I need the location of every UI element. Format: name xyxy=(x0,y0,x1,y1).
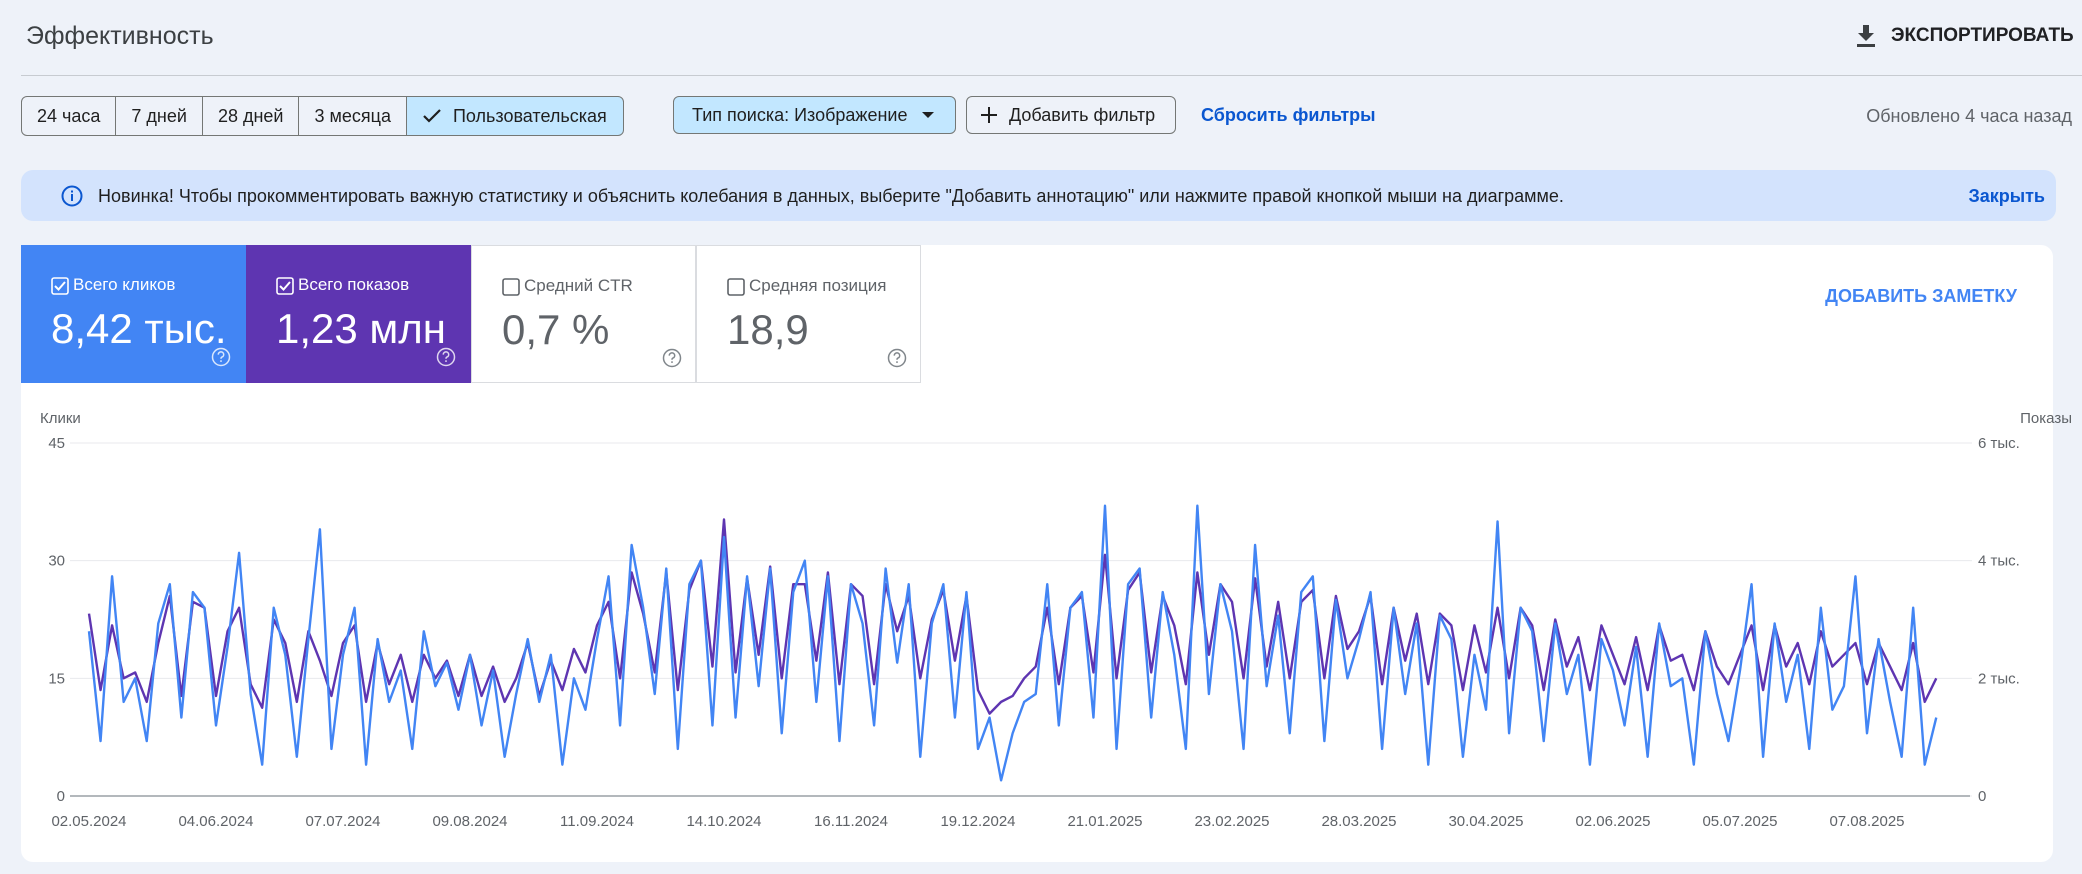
x-tick-label: 30.04.2025 xyxy=(1448,813,1523,830)
metric-tile[interactable]: Всего показов 1,23 млн xyxy=(246,245,471,383)
x-tick-label: 07.07.2024 xyxy=(305,813,380,830)
metric-tile[interactable]: Средняя позиция 18,9 xyxy=(696,245,921,383)
date-range-label: 24 часа xyxy=(37,105,101,126)
checkbox-box xyxy=(276,277,294,295)
checkbox-check xyxy=(54,281,66,291)
metric-value: 1,23 млн xyxy=(276,305,446,352)
x-tick-label: 28.03.2025 xyxy=(1321,813,1396,830)
search-type-filter[interactable]: Тип поиска: Изображение xyxy=(673,96,956,134)
y2-tick-label: 6 тыс. xyxy=(1978,435,2020,452)
help-mark xyxy=(893,352,901,360)
page-title: Эффективность xyxy=(26,22,214,50)
checkbox-box xyxy=(502,278,520,296)
x-tick-label: 07.08.2025 xyxy=(1829,813,1904,830)
metric-value: 18,9 xyxy=(727,306,809,353)
metric-value: 8,42 тыс. xyxy=(51,305,227,352)
metric-label: Всего кликов xyxy=(73,275,176,294)
metric-label: Средний CTR xyxy=(524,276,633,295)
y-tick-label: 45 xyxy=(48,435,65,452)
date-range-chip[interactable]: 28 дней xyxy=(201,96,300,136)
help-dot xyxy=(671,361,673,363)
y2-tick-label: 4 тыс. xyxy=(1978,553,2020,570)
help-mark xyxy=(668,352,676,360)
check-icon xyxy=(423,109,441,123)
export-label: ЭКСПОРТИРОВАТЬ xyxy=(1891,25,2074,46)
search-type-label: Тип поиска: Изображение xyxy=(692,104,908,125)
metric-label: Всего показов xyxy=(298,275,410,294)
metric-label: Средняя позиция xyxy=(749,276,887,295)
banner-text: Новинка! Чтобы прокомментировать важную … xyxy=(98,186,1564,206)
help-circle xyxy=(887,348,907,368)
x-tick-label: 04.06.2024 xyxy=(178,813,253,830)
date-range-label: 7 дней xyxy=(131,105,187,126)
y2-axis-title: Показы xyxy=(2020,410,2072,427)
add-note-button[interactable]: ДОБАВИТЬ ЗАМЕТКУ xyxy=(1825,286,2017,306)
chart: Клики Показы 0 15 30 45 0 2 тыс. 4 тыс. 6 тыс. 02.… xyxy=(40,410,2072,830)
checkbox xyxy=(502,278,520,296)
checkbox-check xyxy=(279,281,291,291)
date-range-label: 3 месяца xyxy=(314,105,391,126)
help-mark xyxy=(217,351,225,359)
info-banner xyxy=(21,170,2056,221)
y2-tick-label: 0 xyxy=(1978,788,1986,805)
x-tick-label: 05.07.2025 xyxy=(1702,813,1777,830)
dropdown-arrow xyxy=(921,112,934,118)
checkbox-box xyxy=(727,278,745,296)
add-filter-label: Добавить фильтр xyxy=(1009,104,1156,125)
divider xyxy=(21,75,2082,76)
metric-value: 0,7 % xyxy=(502,306,610,353)
date-range-chip[interactable]: 24 часа xyxy=(21,96,117,136)
help-dot xyxy=(445,360,447,362)
x-tick-label: 23.02.2025 xyxy=(1194,813,1269,830)
help-circle xyxy=(211,347,231,367)
checkbox xyxy=(51,277,69,295)
y-tick-label: 15 xyxy=(48,670,65,687)
metric-tile[interactable]: Всего кликов 8,42 тыс. xyxy=(21,245,246,383)
y-tick-label: 30 xyxy=(48,553,65,570)
y-axis-title: Клики xyxy=(40,410,81,427)
y-tick-label: 0 xyxy=(57,788,65,805)
check-path xyxy=(423,109,441,123)
metric-tile[interactable]: Средний CTR 0,7 % xyxy=(471,245,696,383)
checkbox-box xyxy=(51,277,69,295)
x-tick-label: 02.05.2024 xyxy=(51,813,126,830)
help-icon xyxy=(662,348,682,368)
help-icon xyxy=(211,347,231,367)
date-range-chip[interactable]: Пользовательская xyxy=(405,96,624,136)
info-icon xyxy=(61,185,83,207)
x-tick-label: 19.12.2024 xyxy=(940,813,1015,830)
help-icon xyxy=(887,348,907,368)
help-dot xyxy=(220,360,222,362)
x-tick-label: 11.09.2024 xyxy=(560,813,634,830)
x-tick-label: 09.08.2024 xyxy=(432,813,507,830)
date-range-group: 24 часа 7 дней 28 дней 3 месяца Пользователь… xyxy=(21,96,624,136)
banner-close[interactable]: Закрыть xyxy=(1968,186,2045,206)
date-range-label: Пользовательская xyxy=(452,105,607,126)
plus-icon xyxy=(981,107,997,123)
series-line xyxy=(87,518,1938,715)
reset-filters-link[interactable]: Сбросить фильтры xyxy=(1201,105,1376,125)
checkbox xyxy=(276,277,294,295)
help-dot xyxy=(896,361,898,363)
help-mark xyxy=(442,351,450,359)
checkbox xyxy=(727,278,745,296)
help-circle xyxy=(662,348,682,368)
help-circle xyxy=(436,347,456,367)
y2-tick-label: 2 тыс. xyxy=(1978,670,2020,687)
x-tick-label: 21.01.2025 xyxy=(1067,813,1142,830)
date-range-chip[interactable]: 3 месяца xyxy=(298,96,407,136)
x-tick-label: 16.11.2024 xyxy=(814,813,888,830)
updated-note: Обновлено 4 часа назад xyxy=(1866,106,2072,126)
series-line xyxy=(87,504,1938,782)
x-tick-label: 02.06.2025 xyxy=(1575,813,1650,830)
export-button[interactable]: ЭКСПОРТИРОВАТЬ xyxy=(1855,20,2074,52)
add-filter-button[interactable]: Добавить фильтр xyxy=(966,96,1176,134)
help-icon xyxy=(436,347,456,367)
download-icon xyxy=(1857,25,1875,47)
date-range-label: 28 дней xyxy=(217,105,284,126)
date-range-chip[interactable]: 7 дней xyxy=(115,96,203,136)
x-tick-label: 14.10.2024 xyxy=(686,813,761,830)
